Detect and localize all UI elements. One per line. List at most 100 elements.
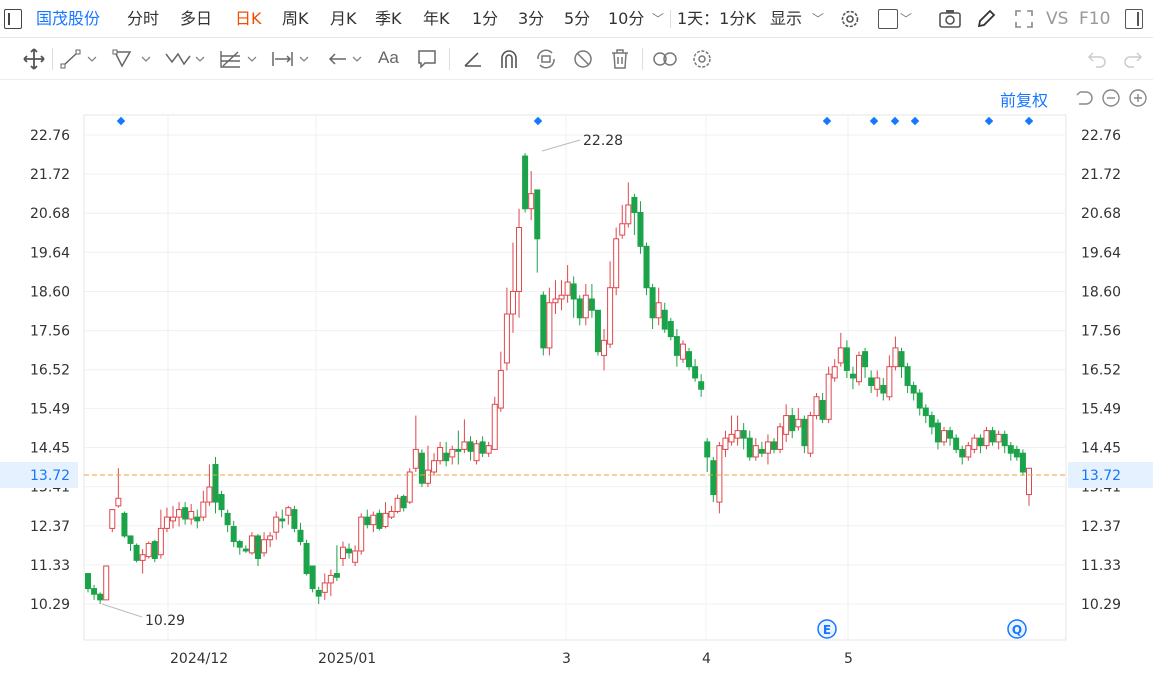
y-tick-right: 14.45 — [1081, 441, 1121, 457]
lock-icon[interactable] — [534, 47, 558, 71]
reset-icon[interactable] — [1074, 88, 1094, 108]
candle-body — [819, 400, 826, 420]
fullscreen-icon[interactable] — [1013, 8, 1035, 30]
y-axis-right: 22.76 21.72 20.68 19.64 18.60 17.56 16.52 15.49… — [1081, 128, 1121, 613]
redo-icon[interactable] — [1122, 49, 1144, 69]
candle-body — [637, 211, 644, 247]
candle-body — [85, 573, 91, 590]
arrow-icon[interactable] — [326, 48, 366, 70]
panel-icon[interactable] — [1125, 9, 1143, 29]
stock-name[interactable]: 国茂股份 — [36, 9, 101, 28]
y-tick-left: 22.76 — [30, 128, 70, 144]
sidebar-toggle-icon[interactable] — [4, 9, 22, 29]
y-tick-left: 11.33 — [30, 558, 70, 574]
candle-body — [1007, 445, 1014, 454]
chart-grid — [83, 114, 1067, 641]
settings-icon[interactable] — [690, 47, 714, 71]
candle-body — [764, 441, 771, 454]
vs-button[interactable]: VS — [1046, 9, 1069, 29]
period-tab-9[interactable]: 5分 — [564, 9, 591, 28]
text-icon[interactable]: Aa — [378, 48, 399, 67]
adjust-mode-button[interactable]: 前复权 — [1000, 91, 1049, 110]
candle-body — [576, 298, 583, 319]
period-tab-0[interactable]: 分时 — [127, 9, 160, 28]
period-tab-8[interactable]: 3分 — [518, 9, 545, 28]
wave-icon[interactable] — [164, 48, 208, 70]
candle-body — [679, 343, 686, 360]
candle-body — [212, 463, 219, 503]
candle-body — [758, 448, 765, 454]
f10-button[interactable]: F10 — [1079, 9, 1111, 29]
period-tab-3[interactable]: 周K — [282, 9, 309, 28]
period-tab-2[interactable]: 日K — [235, 9, 262, 28]
polyline-icon[interactable] — [112, 48, 154, 70]
candle-body — [771, 441, 778, 450]
undo-icon[interactable] — [1086, 49, 1108, 69]
candle-body — [406, 471, 413, 503]
min-leader-line — [101, 603, 143, 618]
comment-icon[interactable] — [416, 48, 438, 70]
candle-body — [825, 373, 832, 420]
zoom-out-icon[interactable] — [1101, 88, 1121, 108]
candle-body — [892, 347, 899, 368]
square-icon[interactable] — [878, 9, 898, 29]
candle-body — [947, 430, 954, 439]
chevron-down-icon[interactable]: ﹀ — [900, 12, 913, 26]
chevron-down-icon[interactable]: ﹀ — [652, 12, 665, 26]
line-icon[interactable] — [60, 48, 100, 70]
candle-body — [376, 512, 383, 529]
candle-body — [163, 516, 170, 529]
candle-body — [133, 544, 140, 561]
ruler-icon[interactable] — [462, 48, 484, 70]
gear-icon[interactable] — [839, 8, 861, 30]
candle-body — [959, 448, 966, 458]
candle-body — [570, 283, 577, 300]
candle-body — [455, 448, 462, 452]
candle-body — [594, 309, 601, 353]
event-diamond-marker — [910, 116, 920, 126]
candle-body — [267, 535, 274, 541]
camera-icon[interactable] — [938, 8, 962, 30]
period-tab-4[interactable]: 月K — [330, 9, 357, 28]
display-menu[interactable]: 显示 — [770, 9, 803, 28]
range-icon[interactable] — [270, 48, 314, 70]
candle-body — [843, 347, 850, 371]
magnet-icon[interactable] — [497, 47, 521, 71]
period-tab-1[interactable]: 多日 — [180, 9, 213, 28]
candle-body — [437, 447, 444, 462]
max-price-label: 22.28 — [583, 133, 623, 149]
candle-body — [194, 516, 201, 522]
candle-body — [461, 441, 468, 450]
period-tab-5[interactable]: 季K — [375, 9, 402, 28]
period-tab-6[interactable]: 年K — [423, 9, 450, 28]
candle-body — [777, 426, 784, 450]
candle-body — [1001, 433, 1008, 447]
trash-icon[interactable] — [609, 47, 631, 71]
y-tick-right: 11.33 — [1081, 558, 1121, 574]
candle-body — [1013, 448, 1020, 458]
link-icon[interactable] — [652, 49, 678, 69]
fib-icon[interactable] — [218, 47, 262, 71]
pencil-icon[interactable] — [975, 8, 997, 30]
candle-body — [364, 516, 371, 526]
candle-body — [934, 422, 941, 443]
period-tab-7[interactable]: 1分 — [472, 9, 499, 28]
x-axis: 2024/12 2025/01 3 4 5 — [170, 651, 853, 667]
candle-body — [206, 486, 213, 503]
period-tab-10[interactable]: 10分 — [608, 9, 645, 28]
candle-body — [910, 384, 917, 394]
current-price-tag-left — [0, 461, 78, 488]
candle-body — [285, 507, 292, 516]
candle-body — [103, 565, 110, 601]
zoom-in-icon[interactable] — [1128, 88, 1148, 108]
hide-icon[interactable] — [571, 47, 595, 71]
candlestick-chart[interactable]: 22.76 21.72 20.68 19.64 18.60 17.56 16.52 15.49… — [0, 110, 1153, 678]
range-selector[interactable]: 1天：1分K — [677, 9, 756, 28]
candle-body — [91, 588, 98, 595]
event-diamond-marker — [869, 116, 879, 126]
candle-body — [922, 407, 929, 417]
event-diamond-marker — [890, 116, 900, 126]
chevron-down-icon[interactable]: ﹀ — [812, 12, 825, 26]
move-icon[interactable] — [22, 47, 46, 71]
candle-body — [795, 418, 802, 428]
